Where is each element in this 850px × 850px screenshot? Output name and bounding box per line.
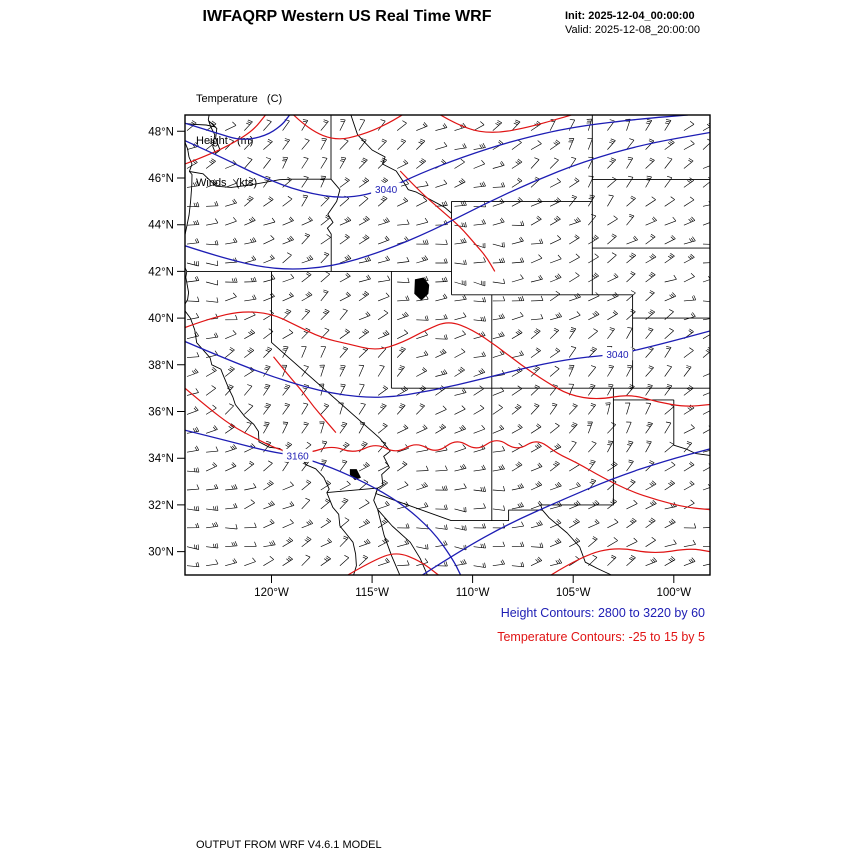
height-contour-label: 3040: [375, 185, 398, 196]
contour-labels: 3040 3040 3160: [282, 182, 633, 462]
lat-tick-label: 46°N: [148, 173, 174, 185]
valid-time: Valid: 2025-12-08_20:00:00: [565, 24, 700, 36]
temperature-contours: [185, 115, 710, 575]
axes: 48°N 46°N 44°N 42°N 40°N 38°N 36°N 34°N 32°N 30°N…: [148, 114, 711, 599]
lat-tick-label: 40°N: [148, 313, 174, 325]
model-info-line1: OUTPUT FROM WRF V4.6.1 MODEL: [196, 839, 382, 850]
temperature-contour-legend: Temperature Contours: -25 to 15 by 5: [497, 630, 705, 644]
init-time: Init: 2025-12-04_00:00:00: [565, 10, 695, 22]
wrf-map: 3040 3040 3160 48°N 46°N 44°N 42°N 40°N 38°N 36°N…: [148, 114, 711, 599]
lat-tick-label: 32°N: [148, 500, 174, 512]
height-contour-legend: Height Contours: 2800 to 3220 by 60: [500, 606, 705, 620]
lat-tick-label: 34°N: [148, 453, 174, 465]
lon-tick-label: 100°W: [656, 587, 691, 599]
state-borders: [185, 115, 710, 575]
lat-tick-label: 48°N: [148, 126, 174, 138]
lat-tick-label: 42°N: [148, 266, 174, 278]
height-contour-label: 3160: [286, 451, 309, 462]
lon-tick-label: 105°W: [556, 587, 591, 599]
lat-tick-label: 44°N: [148, 220, 174, 232]
height-contours: [185, 115, 710, 575]
model-info: OUTPUT FROM WRF V4.6.1 MODEL WE = 310 ; …: [196, 810, 645, 850]
run-info: Init: 2025-12-04_00:00:00 Valid: 2025-12…: [565, 9, 700, 37]
lon-tick-label: 120°W: [254, 587, 289, 599]
lat-tick-label: 36°N: [148, 407, 174, 419]
lon-tick-label: 110°W: [456, 587, 490, 599]
lon-tick-label: 115°W: [355, 587, 389, 599]
lat-tick-label: 38°N: [148, 360, 174, 372]
lat-tick-label: 30°N: [148, 547, 174, 559]
height-contour-label: 3040: [606, 350, 629, 361]
page-title: IWFAQRP Western US Real Time WRF: [202, 8, 492, 25]
wind-barbs: [186, 118, 710, 568]
field-temperature: Temperature (C): [196, 93, 283, 105]
